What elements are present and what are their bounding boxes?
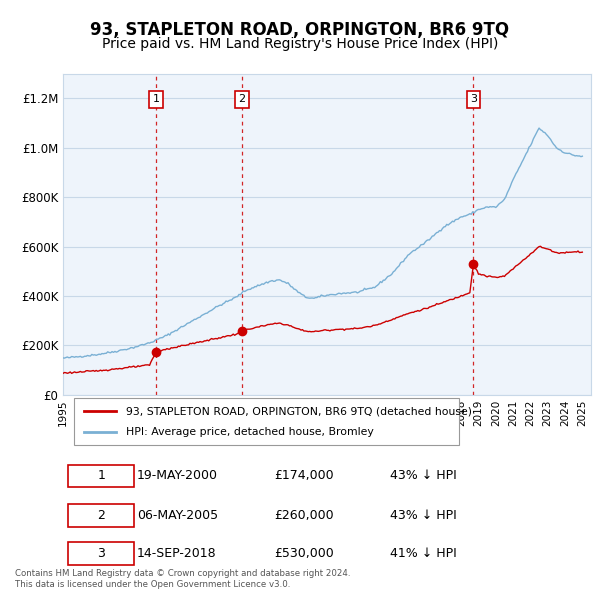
FancyBboxPatch shape xyxy=(74,398,459,445)
Text: £174,000: £174,000 xyxy=(274,470,334,483)
Text: 43% ↓ HPI: 43% ↓ HPI xyxy=(391,509,457,522)
FancyBboxPatch shape xyxy=(68,465,134,487)
Text: 14-SEP-2018: 14-SEP-2018 xyxy=(137,547,217,560)
Text: £530,000: £530,000 xyxy=(274,547,334,560)
Text: 06-MAY-2005: 06-MAY-2005 xyxy=(137,509,218,522)
Text: 2: 2 xyxy=(97,509,105,522)
Text: £260,000: £260,000 xyxy=(274,509,334,522)
Text: 3: 3 xyxy=(470,94,477,104)
Text: 19-MAY-2000: 19-MAY-2000 xyxy=(137,470,218,483)
Text: 2: 2 xyxy=(239,94,246,104)
Text: 43% ↓ HPI: 43% ↓ HPI xyxy=(391,470,457,483)
Text: Price paid vs. HM Land Registry's House Price Index (HPI): Price paid vs. HM Land Registry's House … xyxy=(102,37,498,51)
Text: HPI: Average price, detached house, Bromley: HPI: Average price, detached house, Brom… xyxy=(127,427,374,437)
FancyBboxPatch shape xyxy=(68,542,134,565)
Text: 93, STAPLETON ROAD, ORPINGTON, BR6 9TQ: 93, STAPLETON ROAD, ORPINGTON, BR6 9TQ xyxy=(91,21,509,39)
Text: Contains HM Land Registry data © Crown copyright and database right 2024.
This d: Contains HM Land Registry data © Crown c… xyxy=(15,569,350,589)
Text: 1: 1 xyxy=(152,94,160,104)
Text: 41% ↓ HPI: 41% ↓ HPI xyxy=(391,547,457,560)
Text: 3: 3 xyxy=(97,547,105,560)
Text: 1: 1 xyxy=(97,470,105,483)
FancyBboxPatch shape xyxy=(68,504,134,527)
Text: 93, STAPLETON ROAD, ORPINGTON, BR6 9TQ (detached house): 93, STAPLETON ROAD, ORPINGTON, BR6 9TQ (… xyxy=(127,407,472,417)
